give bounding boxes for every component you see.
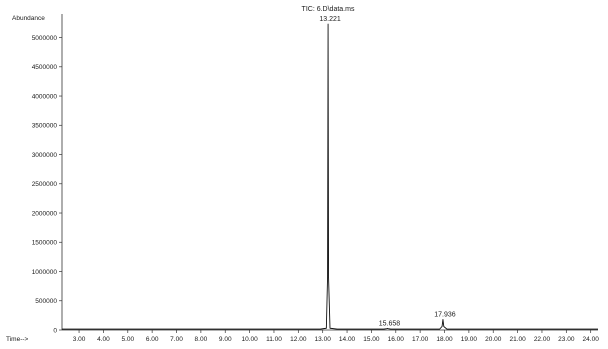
x-axis: 3.00 4.00 5.00 6.00 7.00 8.00 9.00 10.00 11.00 12… [62, 329, 600, 343]
x-tick-label: 14.00 [339, 336, 356, 343]
x-tick-label: 22.00 [534, 336, 551, 343]
y-tick-label: 5000000 [32, 35, 58, 42]
x-tick-label: 16.00 [388, 336, 405, 343]
y-tick-label: 500000 [35, 298, 57, 305]
y-tick-label: 4000000 [32, 93, 58, 100]
y-tick-label: 3000000 [32, 152, 58, 159]
x-tick-label: 21.00 [509, 336, 526, 343]
y-tick-label: 2500000 [32, 181, 58, 188]
x-tick-label: 9.00 [219, 336, 232, 343]
x-tick-label: 6.00 [146, 336, 159, 343]
y-tick-label: 3500000 [32, 123, 58, 130]
x-tick-label: 23.00 [558, 336, 575, 343]
trace-label: TIC: 6.D\data.ms [302, 6, 355, 13]
y-tick-label: 0 [53, 327, 57, 334]
x-tick-label: 13.00 [315, 336, 332, 343]
y-tick-label: 1500000 [32, 240, 58, 247]
x-tick-label: 8.00 [195, 336, 208, 343]
x-tick-label: 24.00 [583, 336, 600, 343]
x-tick-label: 7.00 [170, 336, 183, 343]
x-tick-label: 18.00 [436, 336, 453, 343]
y-tick-label: 1000000 [32, 269, 58, 276]
x-tick-label: 15.00 [363, 336, 380, 343]
x-tick-label: 4.00 [97, 336, 110, 343]
x-tick-label: 11.00 [266, 336, 282, 343]
tic-trace [62, 23, 598, 330]
peak-label: 13.221 [319, 16, 341, 23]
x-tick-label: 19.00 [461, 336, 478, 343]
peak-label: 15.658 [379, 320, 401, 327]
x-tick-label: 20.00 [485, 336, 502, 343]
x-tick-label: 5.00 [121, 336, 134, 343]
y-tick-label: 2000000 [32, 210, 58, 217]
x-tick-label: 17.00 [412, 336, 429, 343]
x-tick-label: 12.00 [290, 336, 307, 343]
x-axis-title: Time--> [6, 336, 29, 343]
annotations: 13.221 15.658 17.936 [319, 16, 455, 327]
y-tick-label: 4500000 [32, 64, 58, 71]
peak-label: 17.936 [434, 311, 456, 318]
y-axis: 0 500000 1000000 1500000 2000000 2500000 30000… [32, 14, 63, 334]
series-group [62, 23, 598, 330]
y-axis-title: Abundance [12, 15, 45, 22]
x-tick-label: 3.00 [73, 336, 86, 343]
x-tick-label: 10.00 [241, 336, 258, 343]
